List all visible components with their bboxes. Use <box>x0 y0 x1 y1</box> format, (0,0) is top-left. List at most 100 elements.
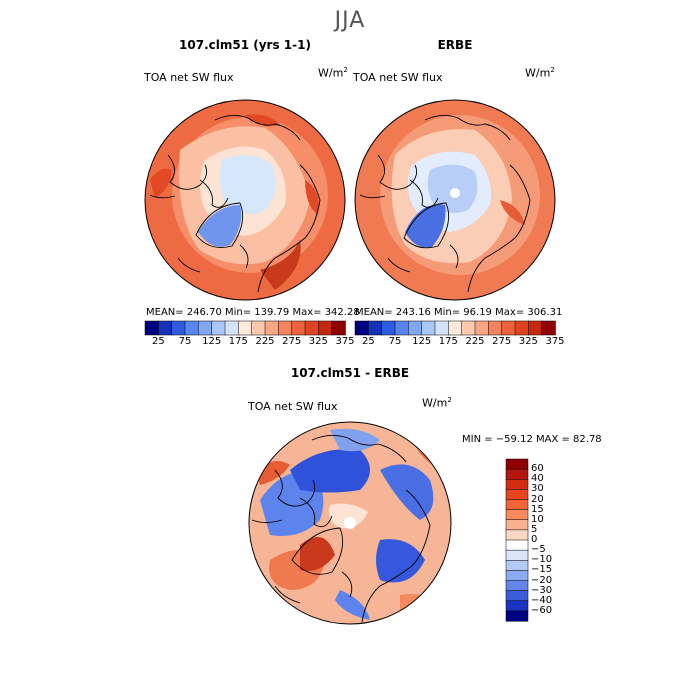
colorbar-erbe-swatch <box>421 320 436 336</box>
colorbar-erbe <box>354 320 556 336</box>
colorbar-model-tick-label: 275 <box>282 336 302 347</box>
colorbar-difference-swatch <box>505 590 529 602</box>
colorbar-model-swatch <box>251 320 266 336</box>
colorbar-erbe-swatch <box>514 320 530 336</box>
colorbar-model-swatch <box>238 320 253 336</box>
colorbar-difference-tick-label: −40 <box>531 594 553 606</box>
colorbar-difference-tick-label: 40 <box>531 473 544 485</box>
colorbar-difference-tick-label: 30 <box>531 483 544 495</box>
colorbar-difference-swatch <box>505 570 529 582</box>
colorbar-erbe-swatch <box>501 320 516 336</box>
colorbar-erbe-tick-label: 275 <box>492 336 512 347</box>
colorbar-difference-swatch <box>505 529 529 541</box>
panel-3-units: W/m2 <box>422 396 452 410</box>
colorbar-difference-tick-label: −20 <box>531 574 553 586</box>
colorbar-erbe-swatch <box>474 320 490 336</box>
diff-map-field <box>249 422 451 624</box>
panel-3-variable: TOA net SW flux <box>248 400 338 413</box>
colorbar-difference-tick-label: −5 <box>531 544 546 556</box>
colorbar-erbe-tick-label: 375 <box>545 336 565 347</box>
colorbar-difference-tick-label: 20 <box>531 493 544 505</box>
colorbar-erbe-swatch <box>541 320 556 336</box>
colorbar-model-tick-label: 375 <box>335 336 355 347</box>
colorbar-model-swatch <box>158 320 173 336</box>
colorbar-model-swatch <box>278 320 293 336</box>
colorbar-difference-swatch <box>505 560 529 571</box>
colorbar-difference-tick-label: 60 <box>531 463 544 475</box>
figure-title: JJA <box>334 8 366 33</box>
colorbar-difference-swatch <box>505 468 529 480</box>
colorbar-erbe-swatch <box>354 320 370 336</box>
panel-2-stats: MEAN= 243.16 Min= 96.19 Max= 306.31 <box>355 307 563 318</box>
colorbar-model-swatch <box>291 320 306 336</box>
colorbar-erbe-ticks: 25 75 125 175 225 275 325 375 <box>355 336 565 350</box>
panel-2-variable: TOA net SW flux <box>353 71 443 84</box>
colorbar-erbe-swatch <box>408 320 423 336</box>
colorbar-model-swatch <box>224 320 240 336</box>
colorbar-model-swatch <box>331 320 346 336</box>
colorbar-difference <box>505 458 529 622</box>
colorbar-difference-swatch <box>505 519 529 531</box>
model-map-field <box>145 100 345 300</box>
colorbar-erbe-tick-label: 325 <box>518 336 538 347</box>
colorbar-difference-swatch <box>505 489 529 501</box>
colorbar-model-swatch <box>318 320 333 336</box>
panel-1-units: W/m2 <box>318 66 348 80</box>
colorbar-difference-tick-label: −30 <box>531 584 553 596</box>
colorbar-difference-tick-label: 15 <box>531 503 544 515</box>
colorbar-erbe-swatch <box>461 320 476 336</box>
colorbar-model-ticks: 25 75 125 175 225 275 325 375 <box>145 336 355 350</box>
colorbar-erbe-swatch <box>368 320 383 336</box>
panel-2-title: ERBE <box>437 38 473 52</box>
colorbar-difference-tick-label: −10 <box>531 554 553 566</box>
panel-3-title: 107.clm51 - ERBE <box>290 366 410 380</box>
colorbar-difference-swatch <box>505 580 529 592</box>
colorbar-difference-swatch <box>505 539 529 551</box>
colorbar-erbe-tick-label: 75 <box>388 336 402 347</box>
colorbar-model-swatch <box>144 320 160 336</box>
colorbar-difference-swatch <box>505 600 529 612</box>
colorbar-erbe-swatch <box>488 320 503 336</box>
colorbar-erbe-tick-label: 125 <box>412 336 432 347</box>
panel-1-variable: TOA net SW flux <box>144 71 234 84</box>
erbe-map-field <box>355 100 555 300</box>
colorbar-model-swatch <box>198 320 213 336</box>
colorbar-model-tick-label: 175 <box>228 336 248 347</box>
colorbar-erbe-tick-label: 175 <box>438 336 458 347</box>
colorbar-model-swatch <box>211 320 226 336</box>
colorbar-difference-swatch <box>505 499 529 511</box>
colorbar-erbe-tick-label: 25 <box>361 336 375 347</box>
colorbar-erbe-swatch <box>381 320 396 336</box>
colorbar-model-swatch <box>184 320 200 336</box>
panel-2-units: W/m2 <box>525 66 555 80</box>
colorbar-difference-tick-label: 5 <box>531 523 538 535</box>
colorbar-model-swatch <box>264 320 280 336</box>
colorbar-difference-tick-label: 10 <box>531 513 544 525</box>
colorbar-difference-swatch <box>505 509 529 521</box>
colorbar-model-tick-label: 125 <box>202 336 222 347</box>
colorbar-model-tick-label: 225 <box>255 336 275 347</box>
colorbar-difference-swatch <box>505 479 529 490</box>
colorbar-difference-tick-label: 0 <box>531 534 538 545</box>
colorbar-difference-swatch <box>505 458 529 470</box>
colorbar-model-tick-label: 25 <box>151 336 165 347</box>
panel-3-stats: MIN = −59.12 MAX = 82.78 <box>462 434 602 445</box>
colorbar-erbe-swatch <box>528 320 543 336</box>
colorbar-model <box>144 320 346 336</box>
colorbar-erbe-tick-label: 225 <box>465 336 485 347</box>
colorbar-model-tick-label: 325 <box>308 336 328 347</box>
panel-1-title: 107.clm51 (yrs 1-1) <box>179 38 311 52</box>
panel-1-stats: MEAN= 246.70 Min= 139.79 Max= 342.28 <box>146 307 360 318</box>
colorbar-model-swatch <box>171 320 186 336</box>
colorbar-erbe-swatch <box>448 320 463 336</box>
colorbar-difference-swatch <box>505 610 529 622</box>
colorbar-erbe-swatch <box>434 320 450 336</box>
colorbar-difference-swatch <box>505 549 529 561</box>
colorbar-model-tick-label: 75 <box>178 336 192 347</box>
colorbar-model-swatch <box>304 320 320 336</box>
colorbar-erbe-swatch <box>394 320 410 336</box>
colorbar-difference-ticks: 60 40 30 20 15 10 5 0 −5 −10 −15 −20 −30 −40 −60 <box>531 459 571 621</box>
colorbar-difference-tick-label: −15 <box>531 564 553 576</box>
colorbar-difference-tick-label: −60 <box>531 604 553 616</box>
